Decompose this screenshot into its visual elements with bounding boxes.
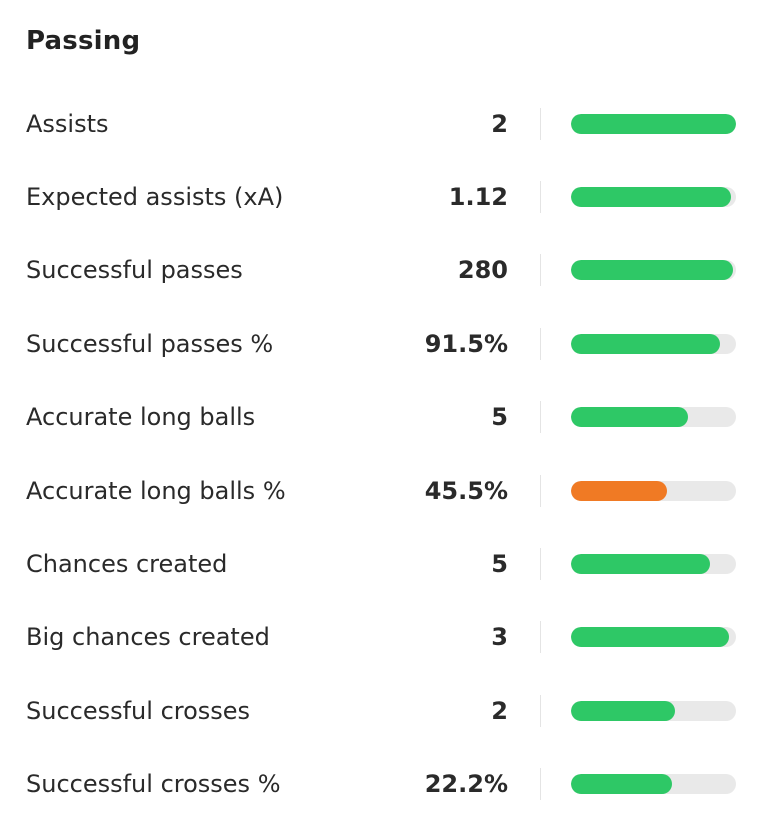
stat-label: Big chances created — [26, 623, 270, 652]
progress-bar-track — [571, 187, 736, 208]
progress-bar-fill — [571, 774, 672, 795]
stat-value: 3 — [491, 623, 508, 652]
stat-value: 22.2% — [424, 770, 508, 799]
progress-bar-fill — [571, 407, 689, 428]
stat-row-successful-crosses: Successful crosses 2 — [0, 674, 768, 747]
stat-value: 1.12 — [448, 183, 508, 212]
stat-label: Successful passes — [26, 256, 243, 285]
stat-row-successful-passes-pct: Successful passes % 91.5% — [0, 307, 768, 380]
divider — [540, 474, 541, 507]
stat-label: Accurate long balls % — [26, 476, 286, 505]
progress-bar-fill — [571, 333, 720, 354]
stat-row-chances-created: Chances created 5 — [0, 527, 768, 600]
stat-value: 280 — [457, 256, 508, 285]
progress-bar-track — [571, 480, 736, 501]
progress-bar-track — [571, 774, 736, 795]
progress-bar-fill — [571, 554, 710, 575]
stat-label: Successful passes % — [26, 329, 274, 358]
progress-bar-fill — [571, 700, 675, 721]
progress-bar-fill — [571, 627, 730, 648]
divider — [540, 254, 541, 287]
stat-label: Assists — [26, 109, 109, 138]
stat-value: 2 — [491, 109, 508, 138]
stat-value: 91.5% — [424, 329, 508, 358]
progress-bar-track — [571, 554, 736, 575]
progress-bar-fill — [571, 260, 733, 281]
stat-row-big-chances-created: Big chances created 3 — [0, 601, 768, 674]
divider — [540, 621, 541, 654]
progress-bar-track — [571, 113, 736, 134]
section-title: Passing — [26, 26, 141, 56]
divider — [540, 768, 541, 801]
stat-row-accurate-long-balls-pct: Accurate long balls % 45.5% — [0, 454, 768, 527]
divider — [540, 181, 541, 214]
stat-list: Assists 2 Expected assists (xA) 1.12 Suc… — [0, 87, 768, 821]
divider — [540, 694, 541, 727]
stat-value: 5 — [491, 550, 508, 579]
progress-bar-fill — [571, 480, 667, 501]
stat-label: Chances created — [26, 550, 228, 579]
progress-bar-track — [571, 407, 736, 428]
stat-row-successful-passes: Successful passes 280 — [0, 234, 768, 307]
divider — [540, 327, 541, 360]
stat-row-assists: Assists 2 — [0, 87, 768, 160]
progress-bar-fill — [571, 113, 736, 134]
stat-row-successful-crosses-pct: Successful crosses % 22.2% — [0, 748, 768, 821]
stat-label: Accurate long balls — [26, 403, 256, 432]
progress-bar-track — [571, 333, 736, 354]
progress-bar-track — [571, 700, 736, 721]
progress-bar-track — [571, 627, 736, 648]
stat-row-accurate-long-balls: Accurate long balls 5 — [0, 381, 768, 454]
progress-bar-track — [571, 260, 736, 281]
stat-label: Successful crosses % — [26, 770, 281, 799]
stat-row-expected-assists: Expected assists (xA) 1.12 — [0, 160, 768, 233]
stat-label: Expected assists (xA) — [26, 183, 284, 212]
stat-value: 5 — [491, 403, 508, 432]
stat-label: Successful crosses — [26, 696, 251, 725]
stat-value: 2 — [491, 696, 508, 725]
progress-bar-fill — [571, 187, 732, 208]
divider — [540, 548, 541, 581]
stat-value: 45.5% — [424, 476, 508, 505]
divider — [540, 401, 541, 434]
divider — [540, 107, 541, 140]
